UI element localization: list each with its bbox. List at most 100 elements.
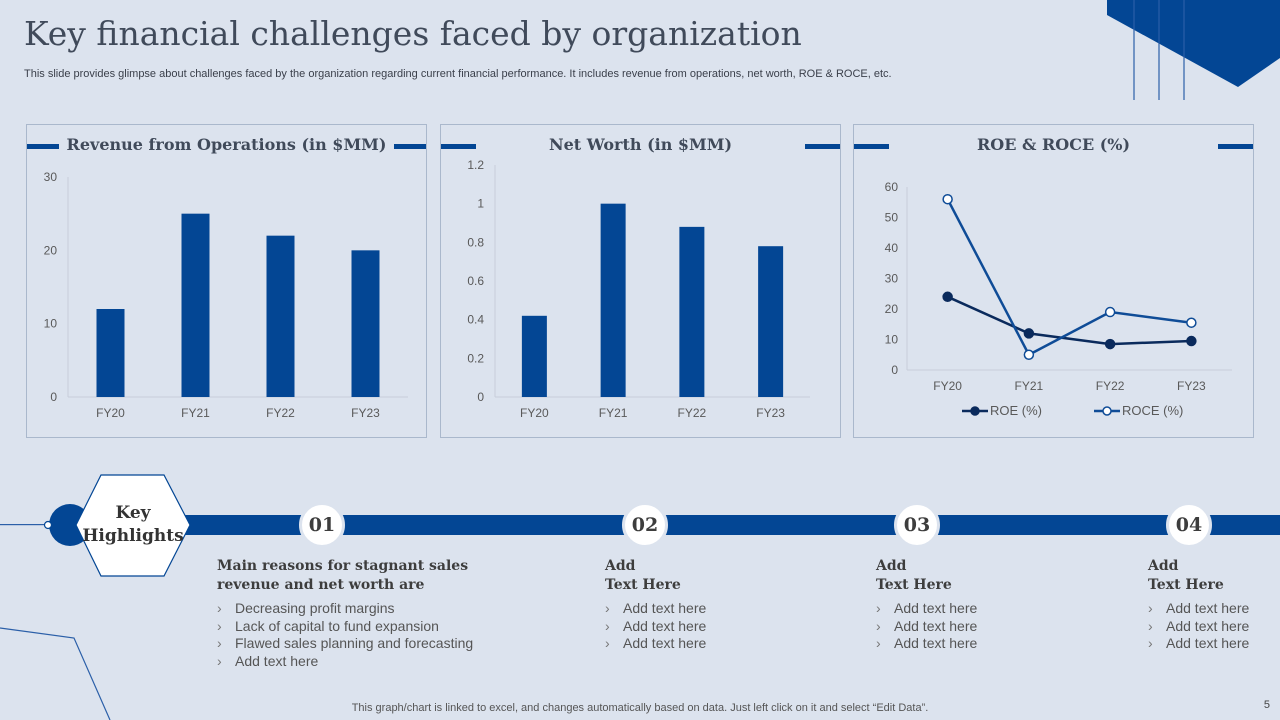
panel-title-bar-left xyxy=(441,144,476,149)
corner-hexagon-shape xyxy=(1107,0,1280,87)
x-tick-label: FY20 xyxy=(96,406,125,420)
legend-marker xyxy=(1102,406,1112,416)
x-tick-label: FY21 xyxy=(1015,379,1044,393)
list-item: › Decreasing profit margins xyxy=(217,600,395,616)
x-tick-label: FY21 xyxy=(181,406,210,420)
list-item: › Add text here xyxy=(876,600,978,616)
data-point xyxy=(942,193,953,205)
chevron-right-icon: › xyxy=(876,635,881,652)
revenue-chart-panel[interactable]: Revenue from Operations (in $MM) 0 10 20 30… xyxy=(26,124,427,438)
list-item: › Lack of capital to fund expansion xyxy=(217,617,439,634)
x-tick-label: FY23 xyxy=(351,406,380,420)
highlight-title-01: Main reasons for stagnant sales revenue a… xyxy=(217,558,469,593)
list-item: › Add text here xyxy=(1148,600,1250,616)
bar xyxy=(758,246,784,397)
legend-marker xyxy=(970,406,980,416)
x-tick-label: FY20 xyxy=(933,379,962,393)
revenue-chart: 0 10 20 30 FY20 FY21 FY22 FY23 xyxy=(44,170,408,420)
networth-chart-panel[interactable]: Net Worth (in $MM) 0 0.2 0.4 0.6 0.8 1 1.2 FY20… xyxy=(440,124,841,438)
revenue-chart-title: Revenue from Operations (in $MM) xyxy=(27,135,426,154)
highlight-list-04: › Add text here › Add text here › Add text … xyxy=(1148,600,1249,653)
roe-roce-chart-panel[interactable]: ROE & ROCE (%) 0 10 20 30 40 50 60 FY20 FY21 FY22… xyxy=(853,124,1254,438)
bar xyxy=(521,315,547,397)
highlight-number-01: 01 xyxy=(299,502,345,548)
highlight-title-04: Add Text Here xyxy=(1148,558,1224,593)
x-tick-label: FY23 xyxy=(1177,379,1206,393)
chevron-right-icon: › xyxy=(605,635,610,652)
y-tick-label: 20 xyxy=(885,302,899,316)
list-item: › Add text here xyxy=(605,617,707,634)
panel-title-bar-left xyxy=(854,144,889,149)
y-tick-label: 60 xyxy=(885,180,899,194)
panel-title-bar-right xyxy=(389,144,426,149)
chevron-right-icon: › xyxy=(876,617,881,634)
data-point xyxy=(1104,338,1116,350)
data-point xyxy=(1186,335,1197,347)
footer-note: This graph/chart is linked to excel, and… xyxy=(351,702,929,714)
chevron-right-icon: › xyxy=(605,617,610,634)
y-tick-label: 1 xyxy=(477,197,484,211)
page-title: Key financial challenges faced by organi… xyxy=(24,14,802,53)
y-tick-label: 50 xyxy=(885,211,899,225)
y-tick-label: 0.4 xyxy=(467,313,484,327)
series-line-roce xyxy=(946,198,1192,357)
highlight-title-03: Add Text Here xyxy=(876,558,952,593)
list-item: › Flawed sales planning and forecasting xyxy=(217,635,474,652)
y-tick-label: 0.6 xyxy=(467,274,484,288)
chevron-right-icon: › xyxy=(876,600,881,616)
y-tick-label: 30 xyxy=(885,272,899,286)
list-item: › Add text here xyxy=(876,617,978,634)
chevron-right-icon: › xyxy=(1148,635,1153,652)
bar xyxy=(679,226,705,397)
highlight-list-03: › Add text here › Add text here › Add text … xyxy=(876,600,977,653)
y-tick-label: 0.8 xyxy=(467,235,484,249)
list-item: › Add text here xyxy=(876,635,978,652)
data-point xyxy=(1023,328,1035,339)
data-point xyxy=(1023,349,1035,360)
y-tick-label: 40 xyxy=(885,241,899,255)
timeline-thin-line xyxy=(0,524,70,526)
bar xyxy=(96,309,125,397)
panel-title-bar-right xyxy=(805,144,840,149)
chevron-right-icon: › xyxy=(217,600,222,616)
y-tick-label: 20 xyxy=(44,243,58,257)
series-line-roe xyxy=(947,295,1192,346)
list-item: › Add text here xyxy=(605,635,707,652)
chevron-right-icon: › xyxy=(605,600,610,616)
highlight-number-02: 02 xyxy=(622,502,668,548)
y-tick-label: 0 xyxy=(50,390,57,404)
x-tick-label: FY21 xyxy=(599,406,628,420)
data-point xyxy=(942,291,953,303)
highlight-number-04: 04 xyxy=(1166,502,1212,548)
page-subtitle: This slide provides glimpse about challe… xyxy=(24,68,892,80)
bottom-left-line xyxy=(0,627,111,720)
y-tick-label: 30 xyxy=(44,170,58,184)
x-tick-label: FY23 xyxy=(756,406,785,420)
roe-roce-chart-title: ROE & ROCE (%) xyxy=(854,135,1253,154)
bar xyxy=(266,235,295,397)
x-tick-label: FY22 xyxy=(266,406,295,420)
chevron-right-icon: › xyxy=(217,635,222,652)
list-item: › Add text here xyxy=(1148,617,1250,634)
chevron-right-icon: › xyxy=(1148,617,1153,634)
key-highlights-hexagon xyxy=(75,474,191,577)
list-item: › Add text here xyxy=(605,600,707,616)
chevron-right-icon: › xyxy=(1148,600,1153,616)
x-tick-label: FY22 xyxy=(678,406,707,420)
networth-chart-title: Net Worth (in $MM) xyxy=(441,135,840,154)
page-number: 5 xyxy=(1263,699,1270,711)
timeline-band xyxy=(70,515,1280,535)
chevron-right-icon: › xyxy=(217,617,222,634)
highlight-list-01: › Decreasing profit margins › Lack of capi… xyxy=(217,600,473,670)
highlight-number-03: 03 xyxy=(894,502,940,548)
y-tick-label: 1.2 xyxy=(467,158,484,172)
list-item: › Add text here xyxy=(1148,635,1250,652)
legend-label: ROCE (%) xyxy=(1122,403,1183,418)
y-tick-label: 10 xyxy=(44,317,58,331)
x-tick-label: FY22 xyxy=(1096,379,1125,393)
highlight-title-02: Add Text Here xyxy=(605,558,681,593)
data-point xyxy=(1186,317,1197,328)
x-tick-label: FY20 xyxy=(520,406,549,420)
y-tick-label: 10 xyxy=(885,333,899,347)
